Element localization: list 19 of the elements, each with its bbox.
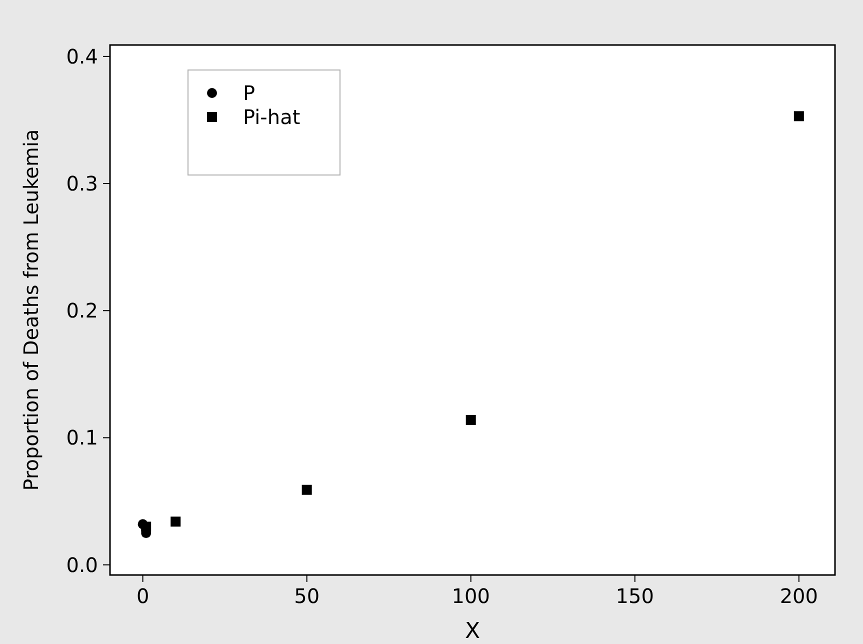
legend-label: P xyxy=(243,81,256,105)
point xyxy=(794,111,804,122)
point xyxy=(170,516,181,527)
y-tick-label: 0.4 xyxy=(66,44,98,68)
x-axis-title: X xyxy=(464,619,480,644)
x-tick-label: 150 xyxy=(616,584,654,608)
point xyxy=(302,484,312,495)
point xyxy=(141,522,152,532)
y-tick-label: 0.2 xyxy=(66,298,98,323)
y-tick-label: 0.1 xyxy=(66,426,98,450)
x-tick-label: 200 xyxy=(780,584,818,608)
legend-label: Pi-hat xyxy=(243,105,300,129)
y-axis-title: Proportion of Deaths from Leukemia xyxy=(19,129,43,491)
y-tick-label: 0.3 xyxy=(66,172,98,196)
point xyxy=(466,414,476,425)
x-tick-label: 100 xyxy=(452,584,490,608)
x-tick-label: 0 xyxy=(136,584,150,608)
x-tick-label: 50 xyxy=(294,584,320,608)
y-tick-label: 0.0 xyxy=(66,552,98,577)
